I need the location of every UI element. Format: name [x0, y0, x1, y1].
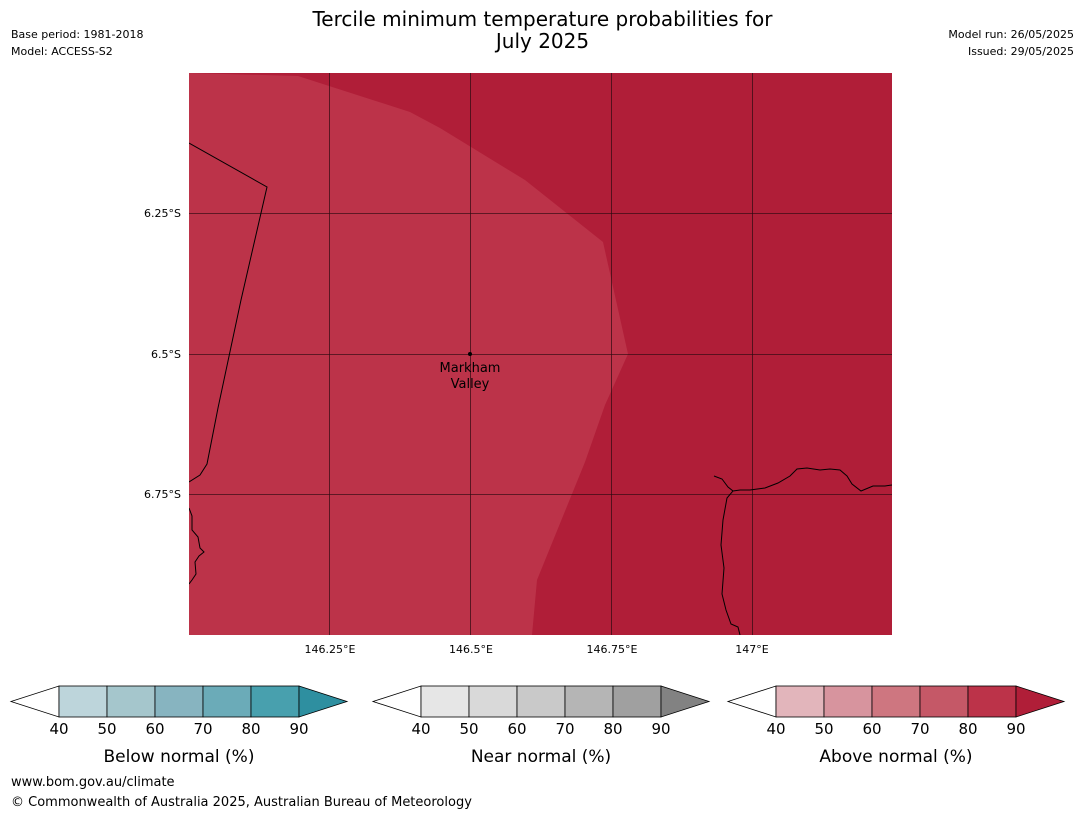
colorbar-tick-label: 40: [49, 720, 68, 738]
place-label-line-1: Markham: [440, 361, 501, 376]
model-text: Model: ACCESS-S2: [11, 45, 113, 58]
colorbar-segment: [468, 685, 518, 718]
colorbar-tick-label: 70: [555, 720, 574, 738]
issued-text: Issued: 29/05/2025: [967, 45, 1074, 58]
colorbar-tick-label: 80: [241, 720, 260, 738]
colorbar-above-normal: 40 50 60 70 80 90 Above normal (%): [726, 685, 1066, 767]
province-boundary-line: [189, 142, 268, 483]
metadata-right: Model run: 26/05/2025 Issued: 29/05/2025: [948, 26, 1074, 60]
colorbar-label: Below normal (%): [104, 747, 255, 767]
colorbar-tick-label: 60: [145, 720, 164, 738]
colorbar-tick-label: 40: [766, 720, 785, 738]
colorbar-tick-label: 90: [289, 720, 308, 738]
colorbar-segment: [420, 685, 470, 718]
colorbar-segment: [919, 685, 969, 718]
lat-tick-label: 6.5°S: [151, 348, 181, 361]
colorbar-near-normal: 40 50 60 70 80 90 Near normal (%): [371, 685, 711, 767]
colorbar-extend-low: [371, 685, 422, 718]
colorbar-segment: [106, 685, 156, 718]
coastline-west: [189, 507, 205, 585]
colorbar-segment: [823, 685, 873, 718]
lat-tick-label: 6.75°S: [144, 488, 181, 501]
colorbar-tick-label: 50: [97, 720, 116, 738]
title-line-2: July 2025: [495, 29, 590, 53]
colorbar-tick-label: 90: [651, 720, 670, 738]
footer-copyright: © Commonwealth of Australia 2025, Austra…: [11, 795, 472, 810]
colorbar-segment: [250, 685, 300, 718]
colorbar-segment: [775, 685, 825, 718]
markham-valley-marker: [468, 352, 472, 356]
colorbar-segment: [516, 685, 566, 718]
base-period-text: Base period: 1981-2018: [11, 28, 144, 41]
colorbar-tick-label: 70: [910, 720, 929, 738]
colorbar-segment: [202, 685, 252, 718]
lon-tick-label: 146.75°E: [587, 643, 638, 656]
colorbar-tick-label: 80: [603, 720, 622, 738]
colorbar-segment: [967, 685, 1017, 718]
colorbar-tick-label: 90: [1006, 720, 1025, 738]
metadata-left: Base period: 1981-2018 Model: ACCESS-S2: [11, 26, 143, 60]
colorbar-tick-label: 50: [459, 720, 478, 738]
colorbar-tick-label: 70: [193, 720, 212, 738]
title-line-1: Tercile minimum temperature probabilitie…: [312, 7, 773, 31]
colorbar-label: Near normal (%): [471, 747, 611, 767]
colorbar-segment: [871, 685, 921, 718]
colorbar-segment: [564, 685, 614, 718]
lon-tick-label: 146.5°E: [449, 643, 493, 656]
colorbar-tick-label: 80: [958, 720, 977, 738]
coastline-huon-gulf: [713, 467, 892, 635]
colorbar-tick-label: 60: [862, 720, 881, 738]
colorbar-extend-high: [660, 685, 711, 718]
place-label-line-2: Valley: [451, 377, 490, 392]
model-run-text: Model run: 26/05/2025: [948, 28, 1074, 41]
colorbar-segment: [154, 685, 204, 718]
colorbar-tick-label: 60: [507, 720, 526, 738]
colorbar-tick-label: 40: [411, 720, 430, 738]
colorbar-extend-high: [1015, 685, 1066, 718]
colorbar-tick-label: 50: [814, 720, 833, 738]
lon-tick-label: 147°E: [735, 643, 768, 656]
colorbar-extend-high: [298, 685, 349, 718]
colorbar-segment: [612, 685, 662, 718]
lat-tick-label: 6.25°S: [144, 207, 181, 220]
colorbar-extend-low: [9, 685, 60, 718]
colorbar-below-normal: 40 50 60 70 80 90 Below normal (%): [9, 685, 349, 767]
colorbar-label: Above normal (%): [819, 747, 972, 767]
chart-title: Tercile minimum temperature probabilitie…: [0, 8, 1085, 52]
lon-tick-label: 146.25°E: [305, 643, 356, 656]
colorbar-extend-low: [726, 685, 777, 718]
lat-gridlines: [189, 213, 892, 495]
colorbar-segment: [58, 685, 108, 718]
footer-url: www.bom.gov.au/climate: [11, 775, 175, 790]
